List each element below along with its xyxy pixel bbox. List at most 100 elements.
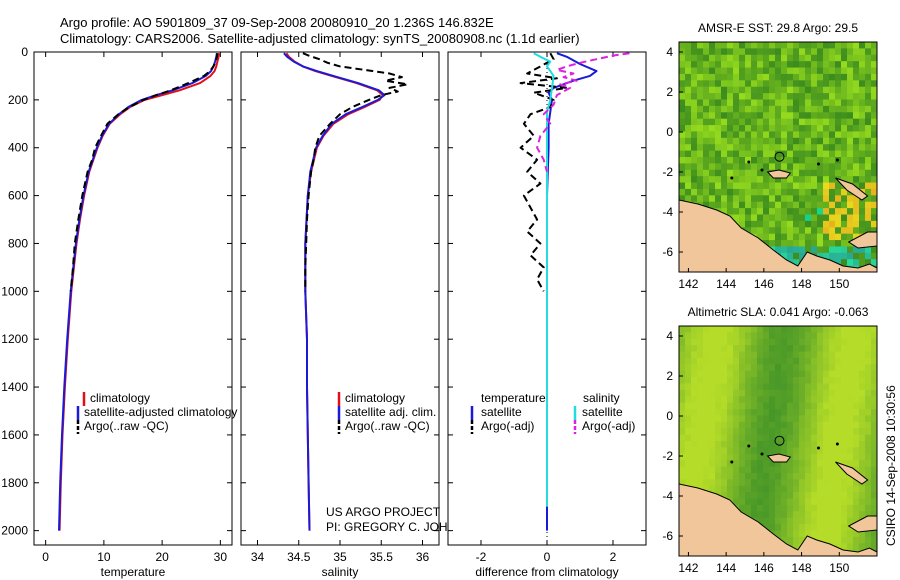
map-grid-cell: [865, 530, 872, 538]
map-grid-cell: [835, 453, 842, 461]
map-grid-cell: [775, 326, 782, 333]
map-grid-cell: [787, 466, 794, 474]
map-grid-cell: [793, 182, 800, 190]
map-grid-cell: [823, 188, 830, 196]
map-grid-cell: [805, 441, 812, 448]
map-grid-cell: [757, 517, 764, 525]
map-grid-cell: [787, 479, 794, 487]
map-grid-cell: [763, 176, 770, 183]
map-grid-cell: [703, 351, 710, 359]
map-grid-cell: [787, 460, 794, 467]
y-tick-label: 1600: [1, 428, 28, 442]
map-grid-cell: [835, 201, 842, 209]
map-grid-cell: [817, 80, 824, 88]
map-grid-cell: [853, 543, 860, 551]
map-grid-cell: [769, 466, 776, 474]
map-grid-cell: [871, 332, 877, 340]
map-grid-cell: [829, 86, 836, 94]
map-grid-cell: [865, 441, 872, 448]
map-grid-cell: [739, 479, 746, 487]
x-tick-label: 0: [544, 550, 551, 564]
map-grid-cell: [733, 345, 740, 352]
map-grid-cell: [835, 163, 842, 171]
map-grid-cell: [829, 105, 836, 113]
map-grid-cell: [811, 112, 818, 120]
map-grid-cell: [775, 338, 782, 346]
map-grid-cell: [679, 409, 686, 416]
map-grid-cell: [829, 504, 836, 512]
map-grid-cell: [793, 389, 800, 397]
map-grid-cell: [703, 195, 710, 203]
map-grid-cell: [775, 370, 782, 378]
map-grid-cell: [769, 67, 776, 75]
map-grid-cell: [763, 389, 770, 397]
map-grid-cell: [847, 504, 854, 512]
map-grid-cell: [709, 86, 716, 94]
map-grid-cell: [685, 377, 692, 384]
map-grid-cell: [781, 157, 788, 164]
map-grid-cell: [805, 370, 812, 378]
map-grid-cell: [805, 345, 812, 352]
map-grid-cell: [781, 80, 788, 88]
map-grid-cell: [685, 182, 692, 190]
map-grid-cell: [847, 214, 854, 222]
map-grid-cell: [763, 377, 770, 384]
map-grid-cell: [757, 396, 764, 404]
map-grid-cell: [757, 99, 764, 107]
map-grid-cell: [823, 144, 830, 152]
map-grid-cell: [835, 240, 842, 247]
map-grid-cell: [859, 80, 866, 88]
map-grid-cell: [745, 54, 752, 62]
map-grid-cell: [763, 118, 770, 126]
map-grid-cell: [799, 246, 806, 254]
map-grid-cell: [745, 511, 752, 519]
map-grid-cell: [793, 498, 800, 506]
map-grid-cell: [811, 86, 818, 94]
map-grid-cell: [859, 54, 866, 62]
map-grid-cell: [859, 377, 866, 384]
map-grid-cell: [781, 351, 788, 359]
map-grid-cell: [709, 332, 716, 340]
map-grid-cell: [829, 195, 836, 203]
map-grid-cell: [859, 492, 866, 499]
map-grid-cell: [685, 383, 692, 391]
map-grid-cell: [793, 131, 800, 139]
map-grid-cell: [721, 472, 728, 480]
map-grid-cell: [823, 377, 830, 384]
map-grid-cell: [733, 389, 740, 397]
map-grid-cell: [679, 125, 686, 132]
map-grid-cell: [823, 240, 830, 247]
map-grid-cell: [793, 220, 800, 228]
map-grid-cell: [871, 131, 877, 139]
map-grid-cell: [865, 61, 872, 68]
map-grid-cell: [865, 188, 872, 196]
map-grid-cell: [793, 357, 800, 365]
map-grid-cell: [805, 73, 812, 81]
map-grid-cell: [847, 338, 854, 346]
legend-temp-argo-label: Argo(-adj): [481, 419, 534, 433]
map-grid-cell: [823, 536, 830, 544]
map-grid-cell: [829, 492, 836, 499]
map-grid-cell: [847, 383, 854, 391]
map-grid-cell: [793, 67, 800, 75]
map-grid-cell: [751, 332, 758, 340]
map-y-tick-label: -4: [662, 489, 673, 503]
map-grid-cell: [835, 383, 842, 391]
map-grid-cell: [703, 182, 710, 190]
map-grid-cell: [847, 67, 854, 75]
map-grid-cell: [751, 472, 758, 480]
map-grid-cell: [715, 415, 722, 423]
map-grid-cell: [751, 131, 758, 139]
map-grid-cell: [781, 163, 788, 171]
map-grid-cell: [841, 93, 848, 100]
map-grid-cell: [793, 227, 800, 235]
legend-salinity-group: salinity: [583, 391, 620, 405]
map-grid-cell: [751, 169, 758, 177]
map-grid-cell: [709, 67, 716, 75]
map-grid-cell: [859, 428, 866, 436]
map-grid-cell: [769, 150, 776, 158]
map-grid-cell: [835, 479, 842, 487]
map-grid-cell: [739, 99, 746, 107]
map-grid-cell: [835, 357, 842, 365]
map-grid-cell: [829, 188, 836, 196]
